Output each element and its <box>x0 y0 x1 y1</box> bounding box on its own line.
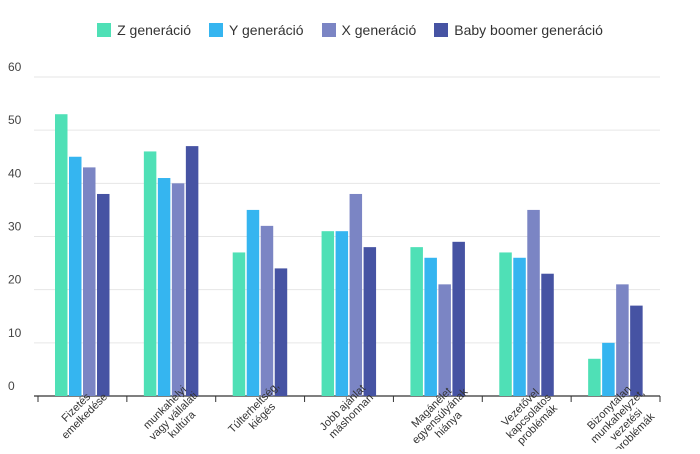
bar <box>424 257 437 396</box>
bar <box>452 241 465 396</box>
bar <box>185 146 199 396</box>
bar <box>260 225 274 396</box>
bar <box>630 305 643 396</box>
bar <box>246 209 260 396</box>
legend-label-z: Z generáció <box>117 22 192 38</box>
y-tick-label: 20 <box>8 273 22 287</box>
bar <box>616 284 629 396</box>
bar <box>602 342 615 396</box>
bar <box>438 284 451 396</box>
bar <box>410 247 423 396</box>
legend-swatch-x <box>321 23 336 37</box>
bar <box>69 156 82 396</box>
bar <box>513 257 526 396</box>
legend-item-z: Z generáció <box>97 22 191 38</box>
bar <box>274 268 288 396</box>
y-tick-label: 10 <box>8 326 22 340</box>
bar <box>363 247 377 396</box>
bar <box>527 209 540 396</box>
y-tick-label: 60 <box>8 60 22 74</box>
legend-item-x: X generáció <box>321 22 417 38</box>
y-tick-label: 30 <box>8 220 22 234</box>
legend-label-x: X generáció <box>341 22 417 38</box>
y-tick-label: 0 <box>8 379 15 393</box>
bar <box>232 252 246 396</box>
legend-item-boomer: Baby boomer generáció <box>434 22 603 38</box>
y-tick-label: 40 <box>8 166 22 180</box>
bar <box>541 273 554 396</box>
legend-swatch-z <box>97 23 112 37</box>
bar <box>157 178 171 396</box>
bar <box>499 252 512 396</box>
legend-item-y: Y generáció <box>209 22 304 38</box>
bar <box>143 151 157 396</box>
legend: Z generáció Y generáció X generáció Baby… <box>0 22 700 38</box>
legend-label-boomer: Baby boomer generáció <box>454 22 603 38</box>
bar <box>335 231 349 396</box>
legend-swatch-y <box>209 23 224 37</box>
legend-swatch-boomer <box>434 23 449 37</box>
bar <box>83 167 96 396</box>
bar <box>171 183 185 396</box>
bar <box>321 231 335 396</box>
bar <box>588 358 601 396</box>
bar <box>97 193 110 396</box>
bar <box>55 114 68 396</box>
bar <box>349 193 363 396</box>
y-tick-label: 50 <box>8 113 22 127</box>
legend-label-y: Y generáció <box>229 22 304 38</box>
